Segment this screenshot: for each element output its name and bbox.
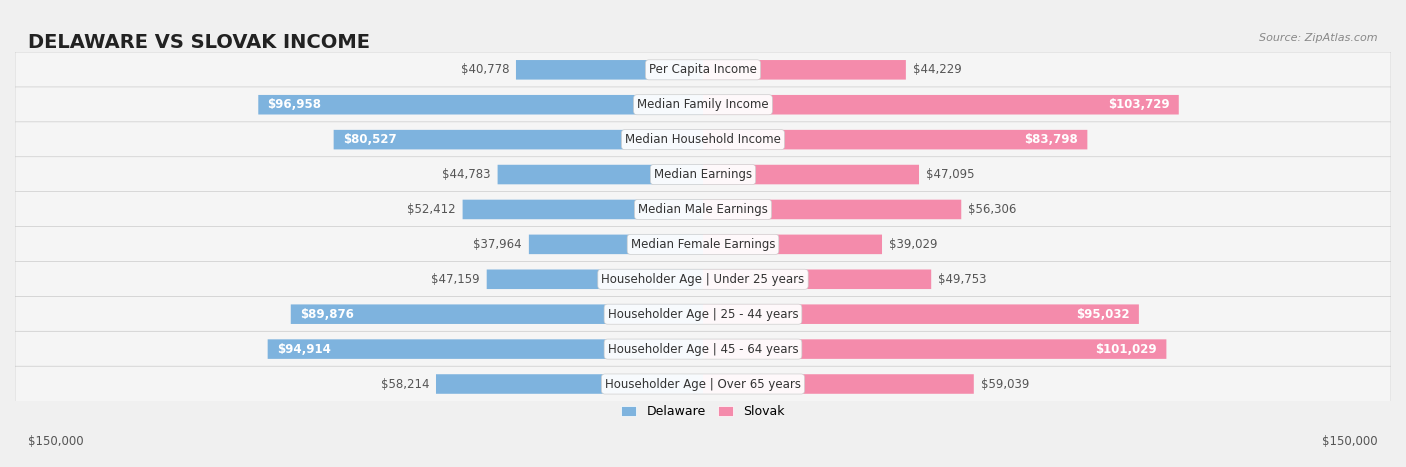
Text: Median Family Income: Median Family Income bbox=[637, 98, 769, 111]
Text: $37,964: $37,964 bbox=[474, 238, 522, 251]
FancyBboxPatch shape bbox=[703, 234, 882, 254]
FancyBboxPatch shape bbox=[516, 60, 703, 79]
Text: $89,876: $89,876 bbox=[299, 308, 354, 321]
Text: Householder Age | Over 65 years: Householder Age | Over 65 years bbox=[605, 377, 801, 390]
Text: Median Household Income: Median Household Income bbox=[626, 133, 780, 146]
FancyBboxPatch shape bbox=[15, 366, 1391, 402]
Text: $44,229: $44,229 bbox=[912, 64, 962, 76]
FancyBboxPatch shape bbox=[703, 95, 1178, 114]
Text: $83,798: $83,798 bbox=[1025, 133, 1078, 146]
FancyBboxPatch shape bbox=[703, 304, 1139, 324]
Text: $150,000: $150,000 bbox=[1322, 435, 1378, 448]
FancyBboxPatch shape bbox=[267, 340, 703, 359]
Legend: Delaware, Slovak: Delaware, Slovak bbox=[616, 400, 790, 423]
FancyBboxPatch shape bbox=[291, 304, 703, 324]
Text: $59,039: $59,039 bbox=[980, 377, 1029, 390]
FancyBboxPatch shape bbox=[703, 340, 1167, 359]
FancyBboxPatch shape bbox=[15, 262, 1391, 297]
FancyBboxPatch shape bbox=[15, 331, 1391, 367]
FancyBboxPatch shape bbox=[703, 374, 974, 394]
Text: $52,412: $52,412 bbox=[408, 203, 456, 216]
Text: $40,778: $40,778 bbox=[461, 64, 509, 76]
FancyBboxPatch shape bbox=[15, 87, 1391, 122]
Text: Median Earnings: Median Earnings bbox=[654, 168, 752, 181]
Text: Householder Age | 45 - 64 years: Householder Age | 45 - 64 years bbox=[607, 343, 799, 355]
FancyBboxPatch shape bbox=[15, 191, 1391, 227]
FancyBboxPatch shape bbox=[15, 157, 1391, 192]
FancyBboxPatch shape bbox=[703, 165, 920, 184]
FancyBboxPatch shape bbox=[498, 165, 703, 184]
Text: Source: ZipAtlas.com: Source: ZipAtlas.com bbox=[1260, 33, 1378, 42]
Text: $56,306: $56,306 bbox=[969, 203, 1017, 216]
FancyBboxPatch shape bbox=[436, 374, 703, 394]
FancyBboxPatch shape bbox=[486, 269, 703, 289]
FancyBboxPatch shape bbox=[15, 297, 1391, 332]
FancyBboxPatch shape bbox=[15, 226, 1391, 262]
FancyBboxPatch shape bbox=[703, 130, 1087, 149]
Text: $95,032: $95,032 bbox=[1076, 308, 1129, 321]
Text: $80,527: $80,527 bbox=[343, 133, 396, 146]
Text: $47,159: $47,159 bbox=[432, 273, 479, 286]
Text: $96,958: $96,958 bbox=[267, 98, 322, 111]
FancyBboxPatch shape bbox=[259, 95, 703, 114]
Text: $103,729: $103,729 bbox=[1108, 98, 1170, 111]
Text: Median Male Earnings: Median Male Earnings bbox=[638, 203, 768, 216]
Text: Householder Age | Under 25 years: Householder Age | Under 25 years bbox=[602, 273, 804, 286]
Text: $94,914: $94,914 bbox=[277, 343, 330, 355]
Text: $49,753: $49,753 bbox=[938, 273, 987, 286]
Text: $101,029: $101,029 bbox=[1095, 343, 1157, 355]
FancyBboxPatch shape bbox=[333, 130, 703, 149]
FancyBboxPatch shape bbox=[703, 60, 905, 79]
Text: Householder Age | 25 - 44 years: Householder Age | 25 - 44 years bbox=[607, 308, 799, 321]
FancyBboxPatch shape bbox=[15, 52, 1391, 88]
Text: DELAWARE VS SLOVAK INCOME: DELAWARE VS SLOVAK INCOME bbox=[28, 33, 370, 52]
FancyBboxPatch shape bbox=[703, 200, 962, 219]
Text: Median Female Earnings: Median Female Earnings bbox=[631, 238, 775, 251]
Text: $58,214: $58,214 bbox=[381, 377, 429, 390]
Text: $47,095: $47,095 bbox=[927, 168, 974, 181]
FancyBboxPatch shape bbox=[15, 122, 1391, 157]
Text: $150,000: $150,000 bbox=[28, 435, 84, 448]
FancyBboxPatch shape bbox=[703, 269, 931, 289]
Text: $44,783: $44,783 bbox=[443, 168, 491, 181]
Text: $39,029: $39,029 bbox=[889, 238, 938, 251]
FancyBboxPatch shape bbox=[463, 200, 703, 219]
Text: Per Capita Income: Per Capita Income bbox=[650, 64, 756, 76]
FancyBboxPatch shape bbox=[529, 234, 703, 254]
